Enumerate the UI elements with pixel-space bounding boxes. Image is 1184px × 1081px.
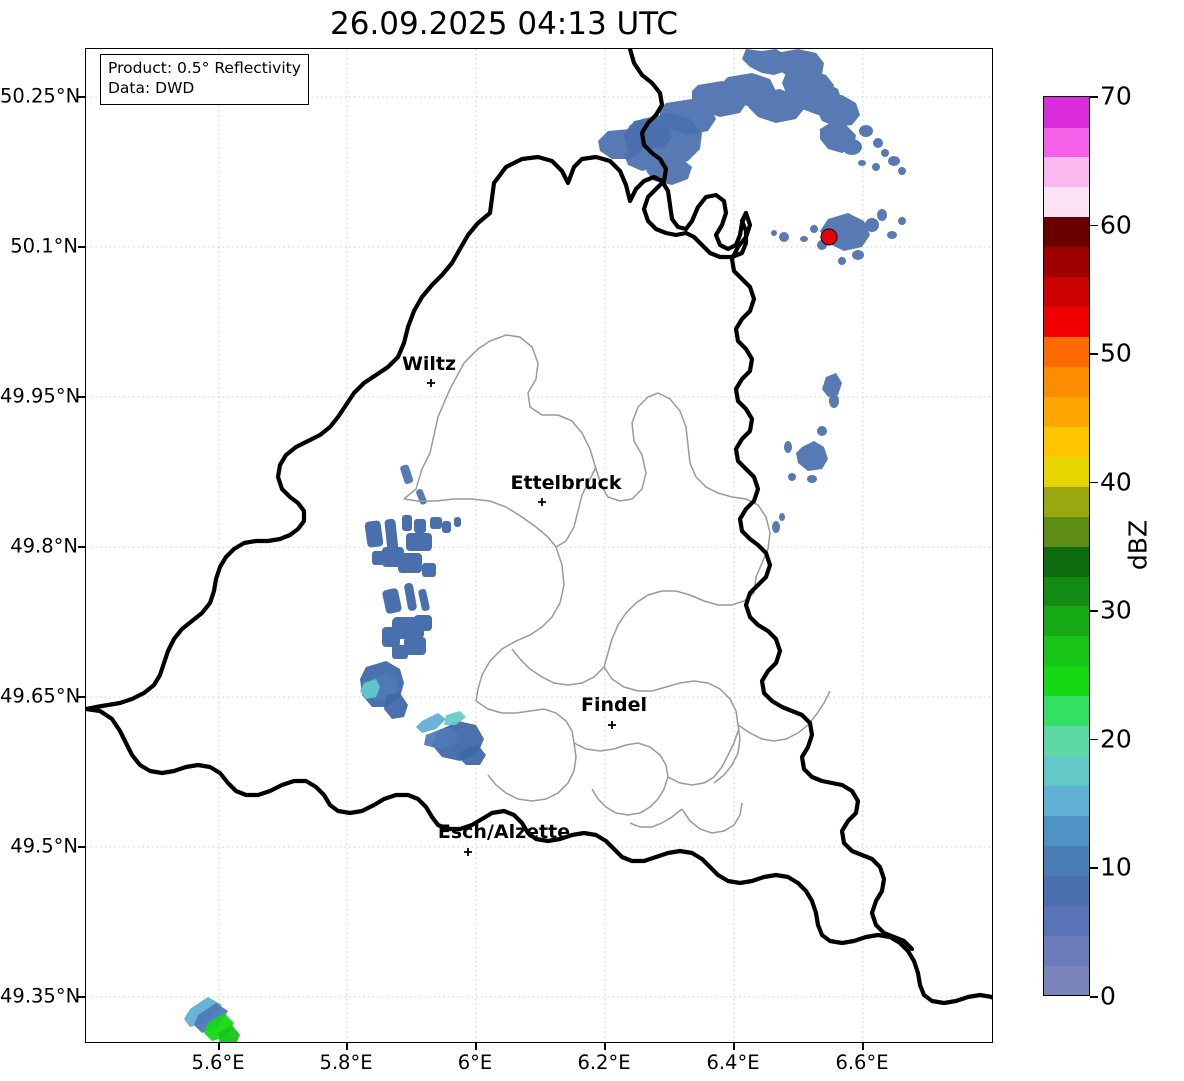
colorbar-band-24 bbox=[1044, 246, 1089, 278]
x-tick-label-5: 6.6°E bbox=[835, 1051, 889, 1074]
colorbar-band-16 bbox=[1044, 486, 1089, 517]
colorbar-tick-label-30: 30 bbox=[1100, 595, 1132, 625]
colorbar-band-26 bbox=[1044, 186, 1089, 218]
y-tick-label-4: 49.65°N bbox=[0, 684, 81, 708]
colorbar-band-20 bbox=[1044, 366, 1089, 397]
product-info-box: Product: 0.5° Reflectivity Data: DWD bbox=[100, 54, 309, 105]
y-tick-mark-3 bbox=[78, 546, 85, 548]
y-tick-label-5: 49.5°N bbox=[10, 834, 78, 858]
colorbar-band-7 bbox=[1044, 755, 1089, 787]
colorbar-band-17 bbox=[1044, 456, 1089, 487]
colorbar-tick-mark-70 bbox=[1090, 96, 1098, 98]
x-tick-mark-5 bbox=[862, 1043, 864, 1050]
colorbar-tick-mark-10 bbox=[1090, 867, 1098, 870]
colorbar-band-8 bbox=[1044, 725, 1089, 757]
colorbar-band-28 bbox=[1044, 126, 1089, 158]
radar-map-plot[interactable]: Product: 0.5° Reflectivity Data: DWD Wil… bbox=[85, 48, 993, 1043]
gridlines bbox=[86, 49, 992, 1042]
colorbar-band-2 bbox=[1044, 905, 1089, 936]
map-canvas bbox=[86, 49, 992, 1042]
y-tick-mark-4 bbox=[78, 696, 85, 698]
colorbar-band-1 bbox=[1044, 935, 1089, 966]
x-tick-label-2: 6°E bbox=[457, 1051, 493, 1074]
colorbar-tick-mark-40 bbox=[1090, 481, 1098, 484]
colorbar-tick-mark-0 bbox=[1090, 996, 1098, 998]
city-label-wiltz: Wiltz bbox=[401, 353, 457, 375]
colorbar-band-15 bbox=[1044, 516, 1089, 547]
y-tick-label-2: 49.95°N bbox=[0, 384, 81, 408]
radar-echo-layer bbox=[184, 49, 906, 1042]
colorbar-tick-label-20: 20 bbox=[1100, 724, 1132, 754]
y-tick-label-0: 50.25°N bbox=[0, 84, 81, 108]
x-tick-mark-3 bbox=[604, 1043, 606, 1050]
x-tick-label-1: 5.8°E bbox=[319, 1051, 373, 1074]
city-label-findel: Findel bbox=[580, 694, 648, 716]
colorbar-band-9 bbox=[1044, 695, 1089, 727]
colorbar-band-10 bbox=[1044, 665, 1089, 697]
national-border-luxembourg bbox=[86, 154, 992, 1006]
colorbar-band-13 bbox=[1044, 575, 1089, 607]
x-tick-label-4: 6.4°E bbox=[706, 1051, 760, 1074]
city-label-ettelbruck: Ettelbruck bbox=[510, 472, 622, 494]
colorbar-band-5 bbox=[1044, 815, 1089, 846]
colorbar-band-11 bbox=[1044, 635, 1089, 667]
colorbar-band-3 bbox=[1044, 875, 1089, 906]
colorbar-tick-mark-30 bbox=[1090, 610, 1098, 612]
colorbar-tick-label-50: 50 bbox=[1100, 338, 1132, 368]
data-source-line: Data: DWD bbox=[108, 78, 195, 97]
colorbar-tick-label-40: 40 bbox=[1100, 467, 1132, 497]
city-marker-layer bbox=[427, 379, 616, 856]
colorbar-band-29 bbox=[1044, 97, 1089, 128]
colorbar-band-18 bbox=[1044, 426, 1089, 457]
colorbar-tick-mark-60 bbox=[1090, 224, 1098, 227]
x-tick-label-3: 6.2°E bbox=[577, 1051, 631, 1074]
product-line: Product: 0.5° Reflectivity bbox=[108, 59, 301, 77]
colorbar-tick-label-70: 70 bbox=[1100, 81, 1132, 111]
colorbar-band-4 bbox=[1044, 845, 1089, 876]
colorbar-tick-mark-20 bbox=[1090, 738, 1098, 741]
page-title: 26.09.2025 04:13 UTC bbox=[330, 6, 678, 42]
city-label-esch-alzette: Esch/Alzette bbox=[437, 821, 571, 843]
y-tick-mark-1 bbox=[78, 246, 85, 248]
x-tick-mark-4 bbox=[733, 1043, 735, 1050]
x-tick-mark-2 bbox=[475, 1043, 477, 1050]
y-tick-mark-0 bbox=[78, 96, 85, 98]
colorbar-band-6 bbox=[1044, 785, 1089, 816]
colorbar-band-25 bbox=[1044, 216, 1089, 248]
colorbar-band-21 bbox=[1044, 336, 1089, 367]
colorbar-tick-mark-50 bbox=[1090, 353, 1098, 355]
colorbar-band-0 bbox=[1044, 965, 1089, 995]
colorbar[interactable] bbox=[1043, 96, 1090, 996]
colorbar-band-27 bbox=[1044, 156, 1089, 188]
colorbar-band-14 bbox=[1044, 546, 1089, 577]
radar-site-marker[interactable] bbox=[820, 228, 838, 246]
colorbar-tick-label-10: 10 bbox=[1100, 852, 1132, 882]
x-tick-mark-1 bbox=[346, 1043, 348, 1050]
x-tick-mark-0 bbox=[218, 1043, 220, 1050]
y-tick-label-3: 49.8°N bbox=[10, 534, 78, 558]
colorbar-axis-label: dBZ bbox=[1123, 519, 1153, 571]
neighbouring-country-borders bbox=[627, 49, 749, 260]
canton-borders bbox=[403, 334, 831, 834]
colorbar-band-22 bbox=[1044, 306, 1089, 338]
colorbar-band-19 bbox=[1044, 396, 1089, 427]
y-tick-mark-2 bbox=[78, 396, 85, 398]
y-tick-mark-6 bbox=[78, 996, 85, 998]
y-tick-mark-5 bbox=[78, 846, 85, 848]
y-tick-label-1: 50.1°N bbox=[10, 234, 78, 258]
colorbar-band-12 bbox=[1044, 605, 1089, 637]
x-tick-label-0: 5.6°E bbox=[191, 1051, 245, 1074]
y-tick-label-6: 49.35°N bbox=[0, 984, 81, 1008]
colorbar-tick-label-0: 0 bbox=[1100, 981, 1116, 1011]
colorbar-band-23 bbox=[1044, 276, 1089, 308]
colorbar-tick-label-60: 60 bbox=[1100, 210, 1132, 240]
